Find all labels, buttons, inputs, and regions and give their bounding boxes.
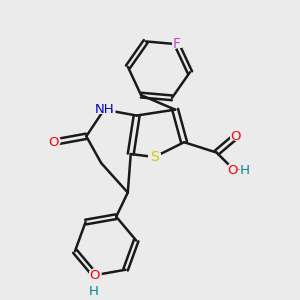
Bar (226, 166, 243, 175)
Text: S: S (148, 148, 160, 166)
Text: S: S (150, 150, 159, 164)
Bar (48, 138, 59, 146)
Text: O: O (229, 129, 243, 144)
Text: O: O (231, 130, 241, 143)
Text: H: H (87, 284, 100, 299)
Text: F: F (173, 37, 181, 51)
Text: ·H: ·H (233, 163, 253, 178)
Bar (89, 271, 101, 279)
Text: O: O (225, 163, 239, 178)
Text: ·H: ·H (236, 164, 250, 177)
Text: O: O (49, 136, 59, 149)
Text: NH: NH (91, 102, 118, 117)
Bar (172, 40, 182, 48)
Bar (96, 105, 112, 114)
Bar (230, 132, 242, 140)
Text: O: O (227, 164, 237, 177)
Bar (89, 287, 98, 296)
Text: O: O (90, 268, 100, 282)
Text: F: F (171, 35, 182, 53)
Bar (148, 153, 161, 161)
Text: O: O (88, 268, 102, 283)
Text: O: O (47, 135, 61, 150)
Text: NH: NH (94, 103, 114, 116)
Text: H: H (88, 285, 98, 298)
